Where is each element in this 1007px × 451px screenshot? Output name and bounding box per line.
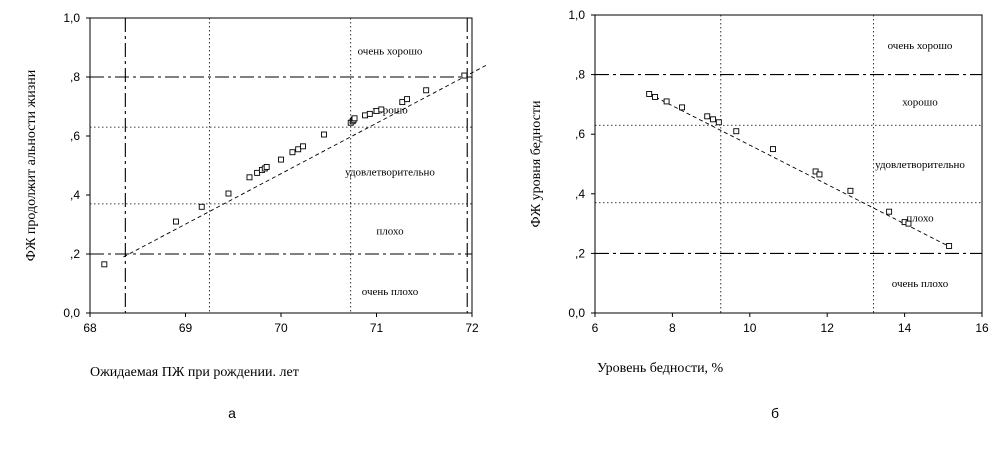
data-point xyxy=(905,220,912,227)
x-tick-label: 71 xyxy=(370,321,384,335)
x-tick-label: 12 xyxy=(821,321,835,335)
data-point xyxy=(378,106,385,113)
data-point xyxy=(399,99,406,106)
trend-line xyxy=(123,64,487,258)
data-point xyxy=(663,98,670,105)
y-tick-label: ,6 xyxy=(575,127,585,141)
data-point xyxy=(300,143,306,150)
data-point xyxy=(652,93,658,100)
zone-label: очень плохо xyxy=(362,286,419,298)
x-tick-label: 16 xyxy=(975,321,989,335)
data-point xyxy=(373,107,380,114)
data-point xyxy=(812,168,819,175)
y-tick-label: ,2 xyxy=(575,246,585,260)
data-point xyxy=(366,110,373,117)
data-point xyxy=(225,190,232,197)
y-tick-label: ,6 xyxy=(70,129,80,143)
data-point xyxy=(263,164,270,170)
data-point xyxy=(362,112,368,119)
zone-label: очень хорошо xyxy=(888,40,953,52)
y-tick-label: 0,0 xyxy=(568,306,585,320)
zone-label: очень хорошо xyxy=(358,45,423,57)
panel-label: а xyxy=(228,405,236,421)
x-tick-label: 68 xyxy=(83,321,97,335)
data-point xyxy=(770,146,776,153)
data-point xyxy=(101,261,108,268)
x-tick-label: 6 xyxy=(592,321,599,335)
y-tick-label: 1,0 xyxy=(568,8,585,22)
data-point xyxy=(289,149,296,156)
y-tick-label: ,8 xyxy=(70,70,80,84)
y-tick-label: ,2 xyxy=(70,247,80,261)
data-point xyxy=(733,128,740,135)
zone-label: удовлетворительно xyxy=(875,159,965,171)
x-tick-label: 14 xyxy=(898,321,912,335)
zone-label: очень плохо xyxy=(892,278,949,290)
x-tick-label: 8 xyxy=(669,321,676,335)
data-point xyxy=(278,156,284,163)
x-tick-label: 72 xyxy=(465,321,479,335)
data-point xyxy=(704,113,711,120)
zone-label: плохо xyxy=(376,225,404,237)
data-point xyxy=(351,115,358,122)
x-axis-label: Уровень бедности, % xyxy=(597,361,724,376)
panel-label: б xyxy=(771,405,779,421)
x-tick-label: 10 xyxy=(743,321,757,335)
trend-line xyxy=(648,93,952,248)
data-point xyxy=(461,72,468,79)
x-tick-label: 69 xyxy=(179,321,193,335)
data-point xyxy=(295,146,302,153)
data-point xyxy=(946,242,953,249)
data-point xyxy=(646,91,653,97)
data-point xyxy=(254,169,261,176)
data-point xyxy=(172,218,179,225)
x-tick-label: 70 xyxy=(274,321,288,335)
data-point xyxy=(847,187,854,194)
zone-label: удовлетворительно xyxy=(345,166,435,178)
data-point xyxy=(404,96,411,103)
zone-label: хорошо xyxy=(902,96,938,108)
y-tick-label: 1,0 xyxy=(63,11,80,25)
data-point xyxy=(715,119,722,126)
data-point xyxy=(886,208,893,215)
data-point xyxy=(246,174,253,181)
y-axis-label: ФЖ продолжит альности жизни xyxy=(24,69,39,261)
y-axis-label: ФЖ уровня бедности xyxy=(529,100,544,227)
data-point xyxy=(423,87,430,94)
data-point xyxy=(198,203,205,210)
x-axis-label: Ожидаемая ПЖ при рождении. лет xyxy=(90,365,299,380)
chart-b: 0,0 ,2 ,4 ,6 ,8 1,0 6 8 10 12 14 16 очень хорошо хоро… xyxy=(529,8,989,421)
zone-label: плохо xyxy=(906,213,934,225)
y-tick-label: ,4 xyxy=(70,188,80,202)
y-tick-label: ,8 xyxy=(575,68,585,82)
y-tick-label: ,4 xyxy=(575,187,585,201)
data-point xyxy=(321,131,327,138)
plot-frame xyxy=(594,14,983,314)
data-point xyxy=(679,104,686,111)
data-point xyxy=(710,116,716,123)
data-point xyxy=(816,171,823,178)
y-tick-label: 0,0 xyxy=(63,306,80,320)
